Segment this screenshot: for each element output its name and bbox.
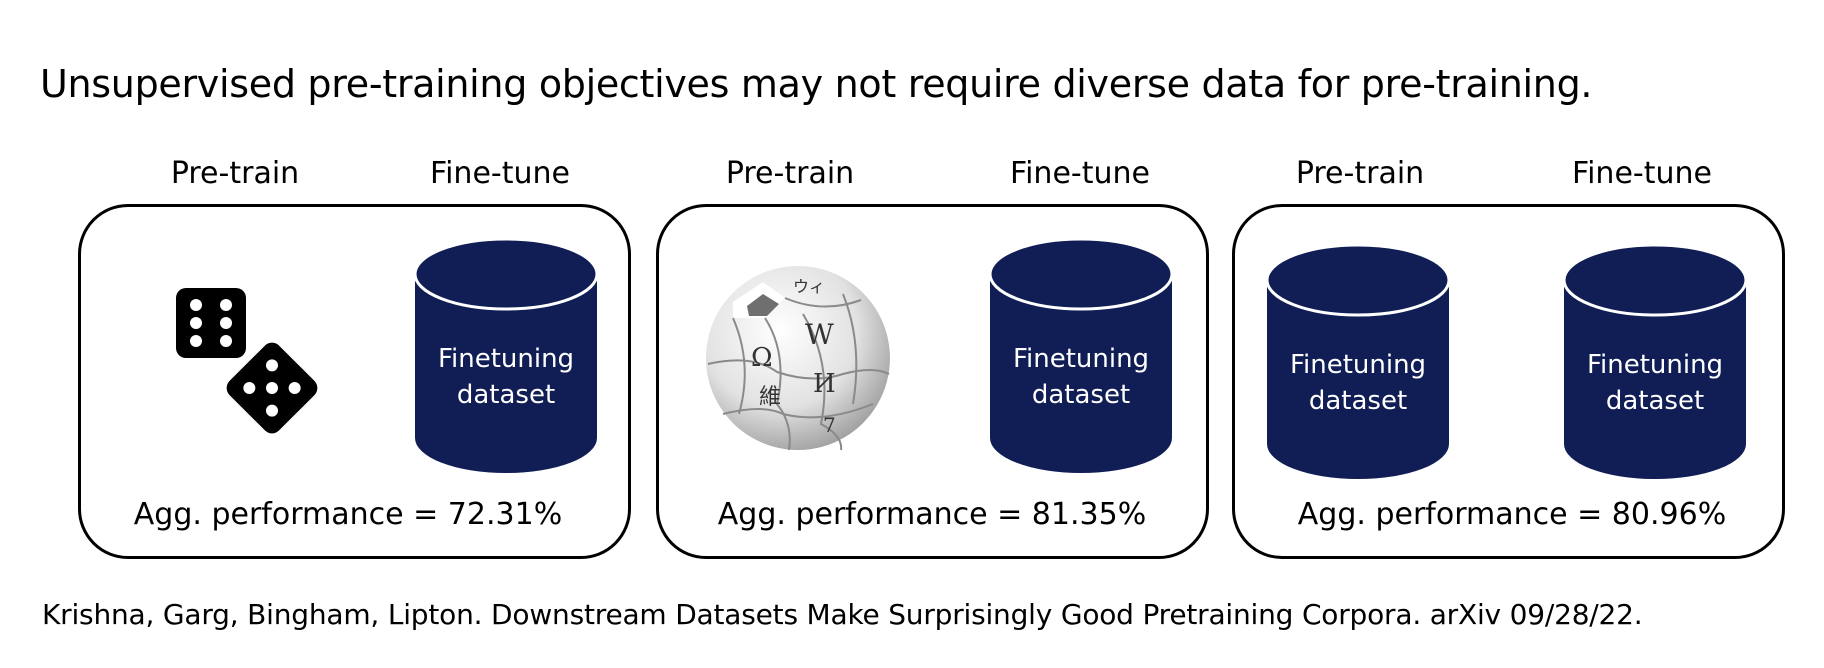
svg-text:W: W — [805, 318, 834, 351]
panel-wikipedia-data — [656, 204, 1209, 559]
dataset-label-line1: Finetuning — [1289, 350, 1427, 380]
finetune-label-2: Fine-tune — [1010, 156, 1150, 191]
citation: Krishna, Garg, Bingham, Lipton. Downstre… — [42, 598, 1643, 631]
dataset-label-line2: dataset — [1031, 380, 1131, 410]
finetune-label-3: Fine-tune — [1572, 156, 1712, 191]
wikipedia-globe-icon: W Ω И 維 7 ウィ — [705, 266, 890, 451]
pretrain-label-2: Pre-train — [725, 156, 855, 191]
pretrain-label-3: Pre-train — [1295, 156, 1425, 191]
dataset-label-line2: dataset — [1308, 386, 1408, 416]
finetune-label-1: Fine-tune — [430, 156, 570, 191]
finetune-dataset-cylinder-1: Finetuning dataset — [413, 236, 599, 480]
panel-random-data — [78, 204, 631, 559]
performance-3: Agg. performance = 80.96% — [1297, 497, 1727, 532]
dataset-label-line1: Finetuning — [1586, 350, 1724, 380]
dataset-label-line1: Finetuning — [1012, 344, 1150, 374]
performance-1: Agg. performance = 72.31% — [133, 497, 563, 532]
slide-title: Unsupervised pre-training objectives may… — [40, 62, 1593, 106]
dataset-label-line1: Finetuning — [437, 344, 575, 374]
svg-text:維: 維 — [759, 385, 781, 410]
svg-text:7: 7 — [823, 413, 836, 437]
dataset-label-line2: dataset — [1605, 386, 1705, 416]
dice-icon — [176, 288, 318, 434]
svg-text:И: И — [813, 369, 836, 399]
dataset-label-line2: dataset — [456, 380, 556, 410]
finetune-dataset-cylinder-3: Finetuning dataset — [1562, 242, 1748, 486]
svg-text:Ω: Ω — [751, 343, 773, 373]
panel-downstream-data — [1232, 204, 1785, 559]
svg-text:ウィ: ウィ — [793, 277, 825, 296]
pretrain-label-1: Pre-train — [170, 156, 300, 191]
pretrain-dataset-cylinder-3: Finetuning dataset — [1265, 242, 1451, 486]
performance-2: Agg. performance = 81.35% — [717, 497, 1147, 532]
finetune-dataset-cylinder-2: Finetuning dataset — [988, 236, 1174, 480]
